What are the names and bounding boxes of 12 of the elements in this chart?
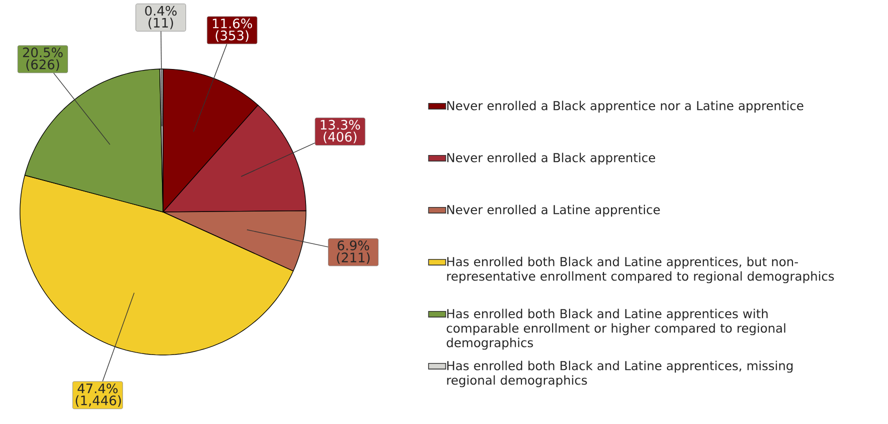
legend-label: Never enrolled a Latine apprentice <box>447 204 660 217</box>
data-label: 0.4% (11) <box>145 6 177 30</box>
data-label: 47.4% (1,446) <box>76 383 121 407</box>
legend-label: Never enrolled a Black apprentice nor a Latine apprentice <box>447 100 804 113</box>
data-label: 11.6% (353) <box>212 18 252 42</box>
data-label: 13.3% (406) <box>320 120 360 144</box>
legend-label: Has enrolled both Black and Latine apprentices, missing regional demographics <box>447 360 793 388</box>
data-label: 6.9% (211) <box>336 240 370 264</box>
legend-label: Never enrolled a Black apprentice <box>447 152 656 165</box>
legend-label: Has enrolled both Black and Latine apprentices with comparable enrollment or higher compared to regional demographics <box>446 308 786 350</box>
data-label: 20.5% (626) <box>23 48 63 71</box>
legend-label: Has enrolled both Black and Latine apprentices, but non-representative enrollment compared to regional demographics <box>447 256 834 284</box>
